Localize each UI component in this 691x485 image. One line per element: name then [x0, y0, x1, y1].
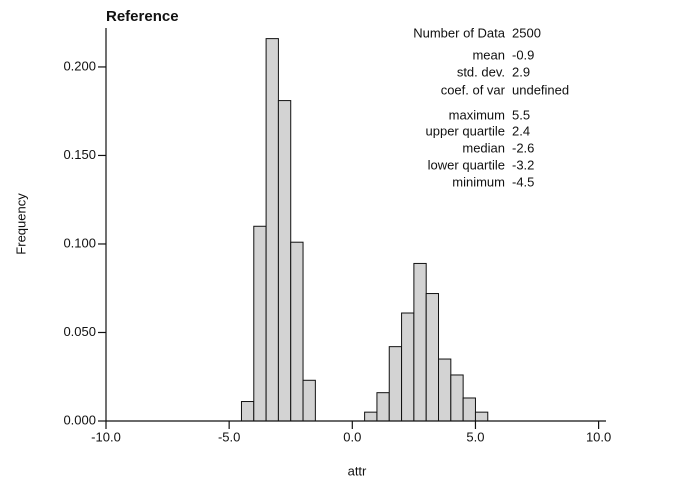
stat-value: 2500: [512, 25, 541, 40]
stat-label: median: [462, 140, 505, 155]
stat-label: upper quartile: [426, 123, 506, 138]
bar: [425, 293, 440, 422]
y-tick-label: 0.150: [63, 147, 96, 162]
bar: [240, 401, 255, 422]
bar: [253, 225, 267, 422]
bar: [364, 411, 378, 422]
x-tick-label: 0.0: [343, 429, 361, 444]
bar: [413, 262, 427, 422]
x-tick-label: -10.0: [91, 429, 121, 444]
x-tick-label: -5.0: [218, 429, 240, 444]
y-tick-label: 0.200: [63, 58, 96, 73]
stat-label: maximum: [449, 107, 505, 122]
bar: [388, 346, 403, 422]
y-tick-label: 0.100: [63, 235, 96, 250]
y-axis-label: Frequency: [13, 193, 28, 255]
stat-label: lower quartile: [428, 157, 505, 172]
bar: [265, 38, 279, 422]
bar: [450, 374, 464, 422]
bar: [401, 312, 415, 422]
bar: [376, 392, 390, 422]
stat-label: std. dev.: [457, 64, 505, 79]
bar: [474, 411, 489, 422]
y-tick-label: 0.000: [63, 412, 96, 427]
y-tick-label: 0.050: [63, 324, 96, 339]
stat-value: 2.9: [512, 64, 530, 79]
stat-value: 2.4: [512, 123, 530, 138]
x-axis-label: attr: [348, 463, 367, 478]
stat-value: -3.2: [512, 157, 534, 172]
stat-label: coef. of var: [441, 82, 506, 97]
bar: [302, 379, 316, 422]
stat-label: Number of Data: [413, 25, 506, 40]
stat-label: minimum: [452, 174, 505, 189]
stat-value: undefined: [512, 82, 569, 97]
stat-value: -2.6: [512, 140, 534, 155]
stat-value: -4.5: [512, 174, 534, 189]
bar: [438, 358, 452, 422]
stat-value: -0.9: [512, 47, 534, 62]
stat-label: mean: [472, 47, 505, 62]
bar: [290, 241, 304, 422]
bar: [277, 100, 292, 422]
bar: [462, 397, 476, 422]
chart-title: Reference: [106, 8, 179, 25]
x-tick-label: 10.0: [586, 429, 611, 444]
stat-value: 5.5: [512, 107, 530, 122]
x-tick-label: 5.0: [466, 429, 484, 444]
